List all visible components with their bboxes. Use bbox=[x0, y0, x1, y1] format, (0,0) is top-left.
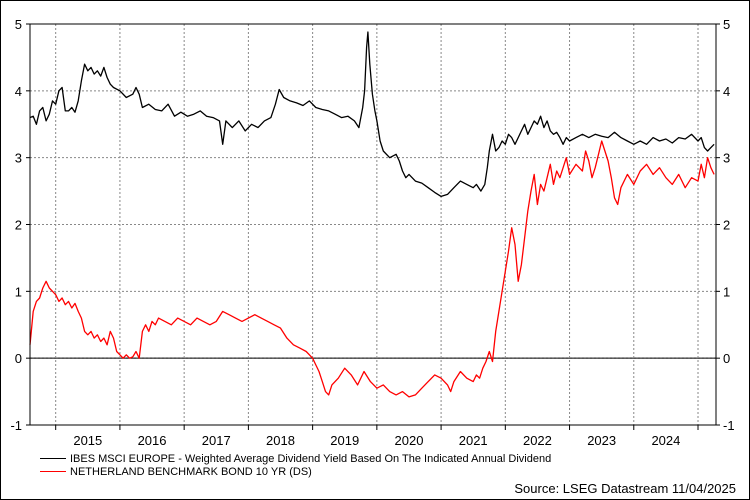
y-tick-label-right: 2 bbox=[723, 218, 730, 233]
y-tick-label-right: 1 bbox=[723, 284, 730, 299]
y-tick-label-right: -1 bbox=[723, 418, 735, 433]
x-tick-label: 2018 bbox=[266, 433, 295, 448]
y-tick-label-right: 3 bbox=[723, 151, 730, 166]
grid bbox=[26, 23, 720, 430]
y-tick-label-left: -1 bbox=[10, 418, 22, 433]
source-note: Source: LSEG Datastream 11/04/2025 bbox=[514, 481, 736, 496]
legend: IBES MSCI EUROPE - Weighted Average Divi… bbox=[40, 452, 551, 478]
axis-labels: -1 -1 0 0 1 1 2 2 3 3 4 4 5 5 2015 2016 2017 2018 2019 2020… bbox=[10, 17, 734, 448]
x-tick-label: 2024 bbox=[651, 433, 680, 448]
y-tick-label-left: 4 bbox=[15, 84, 22, 99]
x-tick-label: 2021 bbox=[459, 433, 488, 448]
y-tick-label-left: 3 bbox=[15, 151, 22, 166]
x-tick-label: 2017 bbox=[202, 433, 231, 448]
legend-swatch-black bbox=[40, 458, 66, 459]
x-tick-label: 2019 bbox=[330, 433, 359, 448]
y-tick-label-right: 5 bbox=[723, 17, 730, 32]
plot-area-border bbox=[29, 23, 717, 426]
y-tick-label-left: 5 bbox=[15, 17, 22, 32]
series-layer bbox=[29, 31, 715, 398]
x-tick-label: 2020 bbox=[395, 433, 424, 448]
x-tick-label: 2022 bbox=[523, 433, 552, 448]
series-line-dividend-yield bbox=[29, 31, 715, 198]
legend-item-bond-yield: NETHERLAND BENCHMARK BOND 10 YR (DS) bbox=[40, 465, 551, 478]
legend-label-dividend-yield: IBES MSCI EUROPE - Weighted Average Divi… bbox=[70, 452, 552, 465]
x-tick-label: 2015 bbox=[73, 433, 102, 448]
y-tick-label-left: 0 bbox=[15, 351, 22, 366]
legend-label-bond-yield: NETHERLAND BENCHMARK BOND 10 YR (DS) bbox=[70, 465, 312, 478]
legend-swatch-red bbox=[40, 471, 66, 472]
x-tick-label: 2023 bbox=[587, 433, 616, 448]
series-line-bond-yield bbox=[29, 140, 715, 398]
x-tick-label: 2016 bbox=[138, 433, 167, 448]
y-tick-label-right: 4 bbox=[723, 84, 730, 99]
y-tick-label-left: 2 bbox=[15, 218, 22, 233]
y-tick-label-left: 1 bbox=[15, 284, 22, 299]
legend-item-dividend-yield: IBES MSCI EUROPE - Weighted Average Divi… bbox=[40, 452, 551, 465]
y-tick-label-right: 0 bbox=[723, 351, 730, 366]
